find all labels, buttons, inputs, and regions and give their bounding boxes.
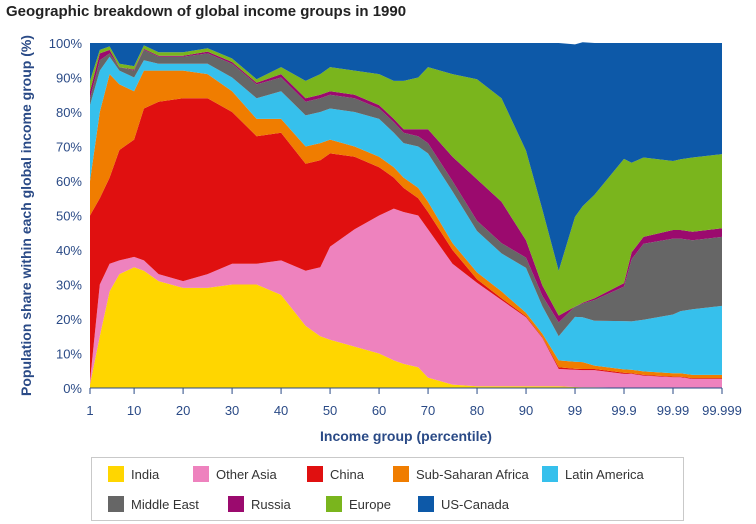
x-tick-label: 20 [176,403,190,418]
y-axis-title: Population share within each global inco… [18,35,34,396]
stacked-area-chart: 0% 10% 20% 30% 40% 50% 60% 70% 80% 90% 100% 1 10 20 3… [18,35,742,444]
legend-item-india: India [108,466,159,482]
legend-label: China [330,467,364,482]
y-tick-label: 70% [56,140,82,155]
y-tick-label: 90% [56,71,82,86]
x-tick-label: 99.999 [702,403,742,418]
legend-swatch [108,466,124,482]
y-tick-label: 20% [56,312,82,327]
area-us-canada [90,42,722,271]
area-layers [90,42,722,388]
legend-item-russia: Russia [228,496,291,512]
x-axis-title: Income group (percentile) [320,428,492,444]
y-axis-ticks: 0% 10% 20% 30% 40% 50% 60% 70% 80% 90% 100% [49,36,83,396]
legend-item-us-canada: US-Canada [418,496,509,512]
x-tick-label: 30 [225,403,239,418]
legend-swatch [418,496,434,512]
y-tick-label: 60% [56,174,82,189]
x-tick-label: 70 [421,403,435,418]
area-europe [90,45,722,316]
x-tick-label: 99.9 [611,403,636,418]
x-axis-ticks: 1 10 20 30 40 50 60 70 80 90 99 99.9 99.99 99.999 [86,388,742,418]
x-tick-label: 10 [127,403,141,418]
y-tick-label: 100% [49,36,83,51]
legend-label: Latin America [565,467,644,482]
area-china [90,98,722,382]
y-tick-label: 30% [56,278,82,293]
area-latin-america [90,56,722,375]
x-tick-label: 1 [86,403,93,418]
legend-item-latin-america: Latin America [542,466,644,482]
x-tick-label: 80 [470,403,484,418]
area-india [90,267,722,388]
legend-swatch [307,466,323,482]
x-tick-label: 90 [519,403,533,418]
legend-swatch [326,496,342,512]
x-tick-label: 60 [372,403,386,418]
legend-label: Sub-Saharan Africa [416,467,529,482]
legend-item-china: China [307,466,364,482]
legend-item-sub-saharan-africa: Sub-Saharan Africa [393,466,529,482]
legend: India Other Asia China Sub-Saharan Africa La… [91,457,684,521]
legend-swatch [393,466,409,482]
legend-label: Russia [251,497,291,512]
legend-swatch [108,496,124,512]
area-other-asia [90,208,722,388]
chart-title: Geographic breakdown of global income gr… [6,3,407,20]
legend-label: Europe [349,497,391,512]
legend-item-europe: Europe [326,496,391,512]
legend-label: US-Canada [441,497,509,512]
y-tick-label: 0% [63,381,82,396]
x-tick-label: 99 [568,403,582,418]
y-tick-label: 80% [56,105,82,120]
legend-label: Other Asia [216,467,277,482]
y-tick-label: 40% [56,243,82,258]
y-tick-label: 10% [56,347,82,362]
legend-swatch [193,466,209,482]
y-tick-label: 50% [56,209,82,224]
x-tick-label: 50 [323,403,337,418]
legend-swatch [542,466,558,482]
x-tick-label: 99.99 [657,403,690,418]
legend-label: Middle East [131,497,199,512]
legend-item-other-asia: Other Asia [193,466,277,482]
area-middle-east [90,49,722,337]
legend-item-middle-east: Middle East [108,496,199,512]
x-tick-label: 40 [274,403,288,418]
legend-swatch [228,496,244,512]
legend-label: India [131,467,160,482]
area-sub-saharan-africa [90,70,722,379]
